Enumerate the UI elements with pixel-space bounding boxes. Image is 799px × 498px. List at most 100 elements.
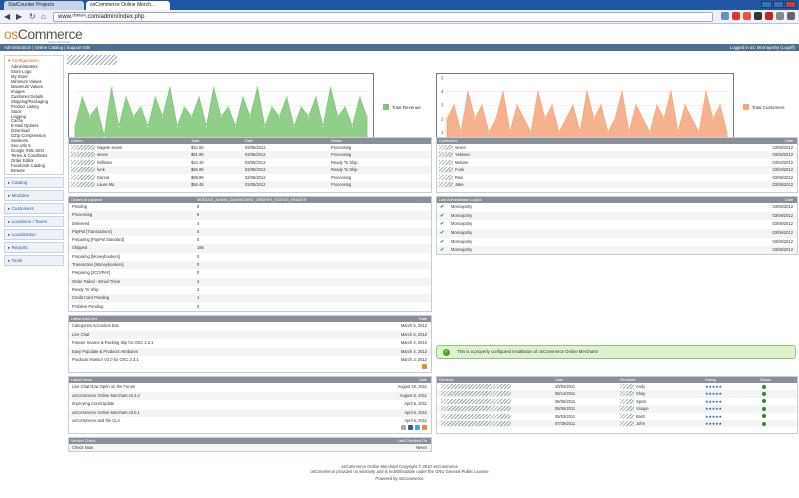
sidebar-item[interactable]: Browse xyxy=(11,168,25,174)
data-point[interactable] xyxy=(592,117,596,120)
reload-icon[interactable]: ↻ xyxy=(29,12,36,21)
data-point[interactable] xyxy=(336,115,339,119)
data-point[interactable] xyxy=(132,115,135,119)
list-item[interactable]: Categories Accordion Box March 5, 2012 xyxy=(69,322,431,331)
sidebar-item[interactable]: Store Logo xyxy=(11,68,32,74)
oscommerce-logo[interactable]: osCommerce xyxy=(4,26,83,42)
facebook-icon[interactable] xyxy=(408,425,413,430)
check-now-link[interactable]: Check Now xyxy=(72,445,93,450)
data-point[interactable] xyxy=(139,105,142,109)
data-point[interactable] xyxy=(263,125,266,128)
news-link[interactable]: Improving Core/Update xyxy=(72,401,115,406)
extension-icon[interactable] xyxy=(721,12,729,20)
list-item[interactable]: PayPal [Transactions] 0 xyxy=(69,227,431,237)
list-item[interactable]: Preparing [2CO/PAY] 0 xyxy=(69,269,431,277)
data-point[interactable] xyxy=(322,125,325,128)
data-point[interactable] xyxy=(81,96,84,99)
home-icon[interactable]: ⌂ xyxy=(41,12,46,21)
extension-icon[interactable] xyxy=(743,12,751,20)
table-row[interactable]: 08/03/2011 Brett ★★★★★ xyxy=(437,413,797,420)
table-row[interactable]: seven $61.99 03/05/2012 Processing xyxy=(69,151,431,159)
extension-icon[interactable] xyxy=(754,12,762,20)
data-point[interactable] xyxy=(241,96,245,99)
data-point[interactable] xyxy=(676,131,680,134)
sidebar-heading-configuration[interactable]: ▾ Configuration xyxy=(8,58,39,63)
list-item[interactable]: Pending 8 xyxy=(69,203,431,211)
maximize-icon[interactable] xyxy=(773,1,784,8)
extension-icon[interactable] xyxy=(732,12,740,20)
data-point[interactable] xyxy=(725,131,729,134)
list-item[interactable]: Preparing [Moneybookers] 0 xyxy=(69,253,431,261)
data-point[interactable] xyxy=(351,125,354,128)
list-item[interactable]: Live Chat March 5, 2012 xyxy=(69,330,431,339)
data-point[interactable] xyxy=(578,131,582,134)
browser-tab-oscommerce[interactable]: osCommerce Online Merch... xyxy=(86,1,170,10)
list-item[interactable]: Improving Core/Update April 6, 2011 xyxy=(69,400,431,409)
page-menu-icon[interactable] xyxy=(776,12,784,20)
status-icon[interactable] xyxy=(762,406,766,411)
list-item[interactable]: Easy Populate & Products Attributes March… xyxy=(69,347,431,356)
sidebar-heading[interactable]: ▸ Localization xyxy=(5,230,63,239)
data-point[interactable] xyxy=(117,125,120,128)
rss-icon[interactable] xyxy=(422,364,427,369)
data-point[interactable] xyxy=(599,104,603,107)
table-row[interactable]: Jake 03/05/2012 xyxy=(437,180,797,189)
news-link[interactable]: Live Chat Now Open on the Forum xyxy=(72,384,136,389)
data-point[interactable] xyxy=(88,115,91,119)
data-point[interactable] xyxy=(529,131,533,134)
forward-icon[interactable]: ▶ xyxy=(16,12,23,21)
data-point[interactable] xyxy=(669,90,673,93)
sidebar-heading[interactable]: ▸ Catalog xyxy=(5,178,63,187)
data-point[interactable] xyxy=(314,96,318,99)
sidebar-heading[interactable]: ▸ Tools xyxy=(5,256,63,265)
sidebar-item[interactable]: E-Mail Options xyxy=(11,123,39,129)
sidebar-item[interactable]: Logging xyxy=(11,113,26,119)
addon-link[interactable]: Live Chat xyxy=(72,331,90,337)
data-point[interactable] xyxy=(278,115,281,119)
data-point[interactable] xyxy=(190,115,193,119)
data-point[interactable] xyxy=(627,131,631,134)
table-row[interactable]: Williams $34.49 03/05/2012 Ready To Ship xyxy=(69,159,431,166)
wrench-icon[interactable] xyxy=(787,12,795,20)
list-item[interactable]: Delivered 4 xyxy=(69,220,431,228)
addon-link[interactable]: Categories Accordion Box xyxy=(72,323,120,328)
data-point[interactable] xyxy=(365,115,369,119)
sidebar-item[interactable]: Maximum Values xyxy=(11,83,43,89)
data-point[interactable] xyxy=(95,105,99,109)
table-row[interactable]: Laure Ma $56.49 03/05/2012 Processing xyxy=(69,180,431,189)
data-point[interactable] xyxy=(219,115,223,119)
sidebar-heading[interactable]: ▸ Locations / Taxes xyxy=(5,217,63,226)
table-row[interactable]: 08/06/2011 Sprat ★★★★★ xyxy=(437,398,797,405)
data-point[interactable] xyxy=(613,117,617,120)
data-point[interactable] xyxy=(585,90,589,93)
data-point[interactable] xyxy=(480,104,484,107)
data-point[interactable] xyxy=(358,96,361,99)
list-item[interactable]: Credit Card Pending 1 xyxy=(69,294,431,303)
topnav-links[interactable]: Administration | Online Catalog | Suppor… xyxy=(4,45,91,50)
data-point[interactable] xyxy=(473,117,477,120)
rss-icon[interactable] xyxy=(422,425,427,430)
data-point[interactable] xyxy=(634,104,638,107)
data-point[interactable] xyxy=(466,90,470,93)
twitter-icon[interactable] xyxy=(415,425,420,430)
news-link[interactable]: osCommerce Online Merchant v2.3.2 xyxy=(72,392,140,398)
data-point[interactable] xyxy=(205,125,208,128)
status-icon[interactable] xyxy=(762,414,766,419)
data-point[interactable] xyxy=(536,90,540,93)
status-icon[interactable] xyxy=(762,392,766,397)
sidebar-item[interactable]: Cache xyxy=(11,118,24,124)
sidebar-item[interactable]: Minimum Values xyxy=(11,78,42,84)
data-point[interactable] xyxy=(452,104,456,107)
table-row[interactable]: Ravi 03/05/2012 xyxy=(437,174,797,181)
data-point[interactable] xyxy=(183,105,186,109)
data-point[interactable] xyxy=(110,86,113,89)
status-icon[interactable] xyxy=(762,399,766,404)
list-item[interactable]: Shipped 186 xyxy=(69,244,431,253)
news-link[interactable]: osCommerce Online Merchant v3.0.1 xyxy=(72,409,140,415)
data-point[interactable] xyxy=(711,117,715,120)
close-icon[interactable] xyxy=(785,1,796,8)
data-point[interactable] xyxy=(146,125,150,128)
list-item[interactable]: Live Chat Now Open on the Forum August 19… xyxy=(69,383,431,392)
addon-link[interactable]: Fancier Invoice & Packing Slip for OSC 2… xyxy=(72,340,154,345)
data-point[interactable] xyxy=(227,105,230,109)
